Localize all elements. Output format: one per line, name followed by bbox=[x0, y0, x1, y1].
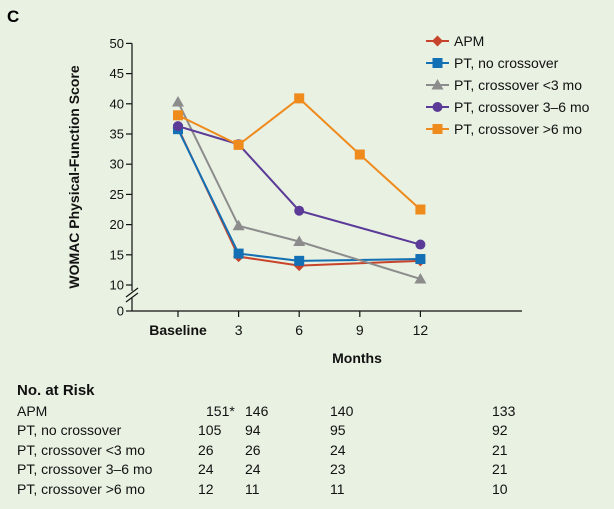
series-line-pt-crossover-6-mo bbox=[177, 97, 422, 211]
series-lines bbox=[177, 97, 422, 280]
legend-marker bbox=[432, 102, 443, 112]
data-point-pt-crossover-6-mo bbox=[233, 139, 244, 150]
line-chart: C 0 10 15 20 25 30 35 40 45 50 Baseline 3 6 9 12 Months… bbox=[7, 7, 590, 366]
y-tick-label: 50 bbox=[110, 36, 124, 51]
risk-table: No. at Risk APM 151* 146 140 133 PT, no cross… bbox=[17, 381, 515, 500]
risk-count: 24 bbox=[330, 441, 346, 458]
risk-count: 26 bbox=[198, 441, 214, 458]
y-tick-label: 45 bbox=[110, 66, 124, 81]
legend-marker bbox=[432, 58, 443, 68]
risk-table-row: PT, crossover <3 mo 26 26 24 21 bbox=[17, 441, 508, 461]
y-tick-label: 35 bbox=[110, 127, 124, 142]
series-line-pt-crossover-3-mo bbox=[177, 101, 421, 280]
risk-count: 21 bbox=[492, 461, 508, 477]
risk-count: 24 bbox=[198, 461, 214, 477]
x-axis-title: Months bbox=[332, 350, 382, 366]
y-tick-label: 15 bbox=[110, 247, 124, 262]
data-point-pt-crossover-6-mo bbox=[294, 93, 305, 104]
y-tick-label: 10 bbox=[110, 278, 124, 293]
series-markers bbox=[172, 93, 427, 284]
data-point-pt-no-crossover bbox=[415, 254, 426, 265]
y-tick-label: 0 bbox=[117, 304, 124, 319]
panel-label: C bbox=[7, 7, 19, 26]
data-point-pt-no-crossover bbox=[233, 248, 244, 259]
x-tick-label: 9 bbox=[356, 322, 364, 338]
data-point-pt-crossover-6-mo bbox=[415, 204, 426, 215]
axis-break-mark bbox=[125, 292, 139, 303]
data-point-pt-crossover-6-mo bbox=[354, 149, 365, 160]
data-point-pt-crossover-3-6-mo bbox=[294, 205, 305, 216]
legend-label: PT, crossover 3–6 mo bbox=[454, 99, 590, 115]
data-point-pt-crossover-3-mo bbox=[293, 235, 306, 247]
y-tick-label: 30 bbox=[110, 157, 124, 172]
risk-count: 133 bbox=[492, 402, 516, 419]
data-point-pt-no-crossover bbox=[294, 255, 305, 266]
legend-marker bbox=[431, 79, 444, 90]
risk-row-label: PT, crossover <3 mo bbox=[17, 441, 145, 458]
data-point-pt-crossover-3-mo bbox=[172, 95, 184, 107]
risk-count: 92 bbox=[492, 422, 508, 438]
risk-table-title: No. at Risk bbox=[17, 382, 95, 399]
risk-count: 11 bbox=[330, 480, 345, 497]
risk-count: 26 bbox=[245, 441, 261, 458]
legend-marker bbox=[432, 124, 443, 134]
y-tick-label: 40 bbox=[110, 96, 124, 111]
x-tick-label: 3 bbox=[235, 322, 243, 338]
data-point-pt-crossover-3-6-mo bbox=[173, 121, 183, 132]
data-point-pt-crossover-6-mo bbox=[173, 110, 183, 121]
risk-row-label: APM bbox=[17, 402, 48, 419]
axis-break-mark bbox=[125, 287, 139, 298]
risk-count: 140 bbox=[330, 402, 354, 419]
legend-label: APM bbox=[454, 33, 484, 49]
legend-label: PT, no crossover bbox=[454, 55, 559, 71]
series-line-pt-crossover-3-6-mo bbox=[177, 125, 421, 246]
y-axis-title: WOMAC Physical-Function Score bbox=[66, 65, 82, 288]
risk-row-label: PT, crossover >6 mo bbox=[17, 480, 145, 497]
risk-table-row: PT, crossover >6 mo 12 11 11 10 bbox=[17, 480, 508, 500]
data-point-pt-crossover-3-mo bbox=[414, 272, 427, 284]
risk-count: 151* bbox=[206, 402, 235, 419]
risk-count: 12 bbox=[198, 480, 214, 497]
axes: 0 10 15 20 25 30 35 40 45 50 Baseline 3 6 9 12 Months WO… bbox=[66, 36, 522, 366]
x-tick-label: 12 bbox=[413, 322, 429, 338]
x-tick-label: 6 bbox=[295, 322, 303, 338]
risk-table-rows: APM 151* 146 140 133 PT, no crossover 105 94 95 9… bbox=[17, 402, 515, 500]
risk-count: 21 bbox=[492, 441, 508, 458]
risk-table-row: PT, no crossover 105 94 95 92 bbox=[17, 421, 508, 441]
risk-count: 146 bbox=[245, 402, 269, 419]
y-tick-label: 25 bbox=[110, 187, 124, 202]
risk-count: 11 bbox=[245, 480, 260, 497]
risk-count: 10 bbox=[492, 480, 508, 497]
legend-label: PT, crossover >6 mo bbox=[454, 121, 582, 137]
legend-marker bbox=[432, 35, 443, 47]
risk-row-label: PT, crossover 3–6 mo bbox=[17, 461, 153, 477]
risk-table-row: APM 151* 146 140 133 bbox=[17, 402, 515, 422]
risk-count: 23 bbox=[330, 461, 346, 477]
risk-row-label: PT, no crossover bbox=[17, 422, 122, 438]
data-point-pt-crossover-3-mo bbox=[232, 219, 245, 231]
x-tick-label: Baseline bbox=[149, 322, 207, 338]
risk-count: 94 bbox=[245, 422, 261, 438]
y-tick-label: 20 bbox=[110, 217, 124, 232]
risk-table-row: PT, crossover 3–6 mo 24 24 23 21 bbox=[17, 460, 508, 480]
risk-count: 95 bbox=[330, 422, 346, 438]
data-point-pt-crossover-3-6-mo bbox=[415, 239, 426, 250]
legend: APM PT, no crossover PT, crossover <3 mo PT… bbox=[426, 33, 590, 137]
risk-count: 24 bbox=[245, 461, 261, 477]
risk-count: 105 bbox=[198, 422, 222, 438]
legend-label: PT, crossover <3 mo bbox=[454, 77, 582, 93]
